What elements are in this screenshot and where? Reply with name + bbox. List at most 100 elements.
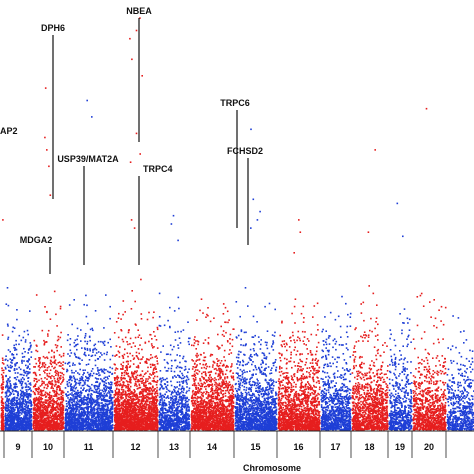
snp-point-2-901 (55, 402, 57, 405)
snp-point-3-1166 (93, 413, 96, 416)
snp-point-3-919 (101, 409, 104, 411)
snp-point-1-981 (24, 424, 27, 427)
snp-point-1-315 (27, 421, 30, 423)
snp-point-3-1330 (102, 410, 104, 412)
snp-point-1-673 (30, 402, 32, 405)
snp-point-1-628 (11, 353, 13, 355)
snp-point-2-159 (54, 366, 56, 369)
snp-point-2-987 (32, 398, 35, 400)
snp-point-4-419 (124, 336, 127, 339)
snp-point-3-577 (69, 376, 71, 379)
snp-point-4-100 (143, 407, 146, 410)
snp-point-3-1497 (92, 349, 94, 351)
snp-point-3-252 (70, 383, 72, 385)
snp-point-3-1577 (109, 420, 112, 422)
snp-point-3-1655 (96, 399, 99, 401)
snp-point-3-1667 (91, 398, 93, 400)
snp-point-1-1051 (29, 421, 32, 424)
snp-point-2-1105 (47, 381, 50, 384)
snp-point-3-1582 (69, 385, 72, 388)
snp-point-1-1056 (25, 416, 27, 418)
snp-point-1-774 (25, 406, 27, 408)
snp-point-3-544 (95, 399, 97, 402)
snp-point-3-807 (86, 379, 89, 382)
snp-point-2-897 (46, 356, 48, 358)
snp-point-2-1059 (52, 406, 55, 409)
snp-point-4-125 (114, 389, 117, 392)
snp-point-3-360 (103, 384, 105, 387)
snp-point-3-322 (86, 402, 89, 405)
snp-point-2-261 (41, 382, 44, 385)
snp-point-1-1010 (20, 421, 22, 424)
snp-point-1-914 (10, 410, 13, 412)
snp-point-2-97 (48, 401, 51, 403)
snp-point-2-1084 (37, 421, 39, 423)
snp-point-3-1651 (93, 391, 95, 393)
snp-point-1-636 (16, 390, 18, 393)
snp-point-1-589 (16, 376, 19, 378)
snp-point-4-863 (118, 390, 120, 392)
snp-point-3-1374 (110, 387, 112, 389)
snp-point-2-877 (34, 420, 36, 422)
snp-point-1-430 (8, 390, 10, 392)
snp-point-3-1439 (104, 403, 107, 405)
snp-point-2-408 (38, 409, 40, 412)
snp-point-1-624 (16, 397, 19, 399)
snp-point-1-288 (21, 382, 23, 385)
snp-point-4-824 (117, 399, 119, 401)
snp-point-4-640 (137, 396, 139, 398)
snp-point-2-1199 (58, 427, 61, 430)
snp-point-1-839 (12, 403, 14, 405)
snp-point-1-1011 (26, 373, 29, 375)
snp-point-3-272 (108, 397, 111, 399)
snp-point-1-740 (11, 398, 14, 401)
snp-point-3-1675 (103, 395, 105, 397)
snp-point-2-1135 (39, 412, 42, 414)
snp-point-3-723 (74, 404, 77, 407)
snp-point-2-947 (39, 393, 41, 396)
snp-point-2-463 (61, 372, 63, 374)
snp-point-1-627 (23, 416, 25, 419)
snp-point-3-1308 (112, 401, 114, 403)
snp-point-3-1518 (93, 405, 95, 408)
snp-point-1-978 (24, 414, 27, 416)
snp-point-2-870 (52, 387, 54, 390)
snp-point-3-1195 (86, 384, 89, 387)
snp-point-4-819 (142, 393, 144, 395)
snp-point-1-512 (8, 411, 11, 414)
snp-point-3-475 (67, 391, 69, 393)
snp-point-3-907 (79, 377, 81, 380)
snp-point-4-285 (146, 393, 148, 396)
snp-point-1-735 (29, 426, 31, 429)
snp-point-1-138 (13, 404, 16, 407)
snp-point-3-1158 (75, 414, 77, 417)
snp-point-3-346 (99, 420, 101, 423)
snp-point-2-958 (47, 406, 50, 409)
snp-point-1-734 (30, 356, 32, 358)
snp-point-2-447 (61, 401, 64, 403)
snp-point-4-541 (125, 402, 127, 405)
snp-point-2-1075 (49, 421, 52, 424)
snp-point-2-557 (32, 420, 35, 422)
snp-point-2-1078 (50, 402, 52, 404)
snp-point-3-1264 (91, 409, 94, 412)
snp-point-3-558 (69, 393, 72, 395)
snp-point-1-776 (16, 428, 19, 431)
snp-point-3-228 (69, 377, 72, 379)
snp-point-3-889 (73, 398, 76, 400)
snp-point-2-1088 (38, 396, 41, 398)
snp-point-1-750 (13, 421, 15, 423)
snp-point-3-673 (105, 413, 108, 416)
snp-point-1-1033 (30, 427, 32, 430)
snp-point-3-1438 (96, 416, 98, 419)
snp-point-2-800 (43, 423, 46, 426)
snp-point-3-616 (83, 347, 86, 349)
snp-point-2-1175 (52, 398, 55, 400)
snp-point-1-714 (29, 382, 32, 384)
snp-point-3-201 (87, 363, 90, 365)
snp-point-0-50 (2, 405, 5, 408)
snp-point-2-792 (46, 373, 48, 375)
snp-point-2-879 (33, 397, 36, 400)
snp-point-4-354 (125, 386, 127, 389)
snp-point-2-1137 (60, 428, 63, 430)
